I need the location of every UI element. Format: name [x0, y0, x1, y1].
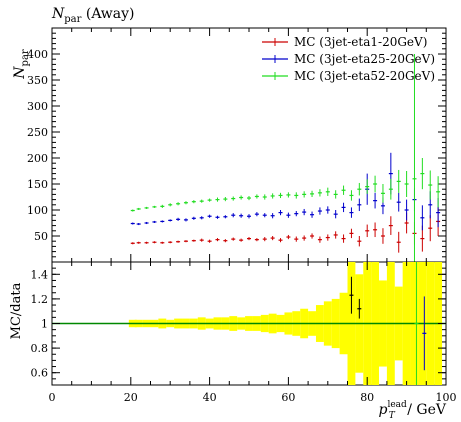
y-tick-label: 150	[27, 178, 48, 191]
x-tick-label: 0	[49, 391, 56, 404]
ratio-y-tick-label: 1	[41, 318, 48, 331]
series-group	[130, 206, 441, 253]
legend-label: MC (3jet-eta52-20GeV)	[294, 69, 435, 83]
ratio-y-tick-label: 0.8	[31, 342, 49, 355]
ratio-panel: 0.6 0.8 1 1.2 1.4 0 20 40 60 80 100	[31, 261, 457, 404]
x-axis-label-sup: lead	[387, 400, 407, 410]
series-group	[130, 152, 441, 231]
x-tick-label: 60	[281, 391, 295, 404]
legend-label: MC (3jet-eta1-20GeV)	[294, 35, 427, 49]
ratio-y-tick-label: 1.2	[31, 293, 49, 306]
legend: MC (3jet-eta1-20GeV) MC (3jet-eta25-20GeV…	[262, 35, 435, 83]
chart-title-suffix: (Away)	[81, 6, 134, 22]
chart-title-sub: par	[64, 14, 81, 25]
x-tick-label: 80	[360, 391, 374, 404]
y-axis-label-top: Npar	[12, 49, 31, 80]
y-tick-label: 350	[27, 74, 48, 87]
y-axis-label-sub: par	[20, 49, 31, 66]
ratio-y-tick-label: 0.6	[31, 367, 49, 380]
y-tick-label: 100	[27, 204, 48, 217]
x-axis-label-suffix: / GeV	[403, 402, 447, 418]
ratio-y-tick-label: 1.4	[31, 268, 49, 281]
x-tick-label: 100	[436, 391, 457, 404]
x-tick-label: 40	[203, 391, 217, 404]
y-axis-label-main: N	[12, 66, 28, 80]
y-tick-label: 250	[27, 126, 48, 139]
x-axis-label-main: p	[378, 402, 387, 418]
x-axis-label-sub: T	[389, 411, 396, 421]
y-tick-label: 50	[34, 230, 48, 243]
series-group	[130, 54, 441, 262]
chart-title-main: N	[51, 6, 65, 22]
y-tick-label: 300	[27, 100, 48, 113]
legend-label: MC (3jet-eta25-20GeV)	[294, 52, 435, 66]
x-axis-label: plead T / GeV	[378, 400, 446, 421]
y-tick-label: 200	[27, 152, 48, 165]
x-tick-label: 20	[124, 391, 138, 404]
y-tick-label: 400	[27, 48, 48, 61]
main-panel: 50 100 150 200 250 300 350 400	[27, 27, 447, 263]
chart-title: Npar (Away)	[51, 6, 135, 25]
y-axis-label-ratio: MC/data	[9, 282, 24, 339]
